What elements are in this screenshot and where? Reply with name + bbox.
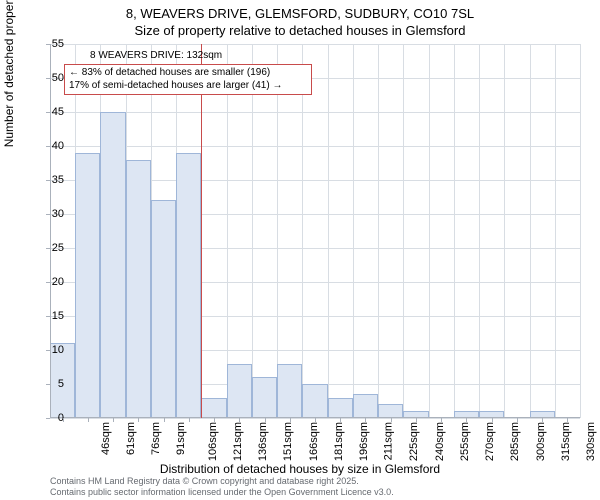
x-tick-label: 240sqm	[434, 422, 446, 461]
x-tick	[315, 418, 316, 422]
gridline-h	[50, 44, 580, 45]
annotation-line1: ← 83% of detached houses are smaller (19…	[69, 67, 307, 80]
gridline-h	[50, 146, 580, 147]
bar	[353, 394, 378, 418]
x-tick	[290, 418, 291, 422]
x-tick-label: 330sqm	[585, 422, 597, 461]
gridline-v	[227, 44, 228, 418]
gridline-v	[403, 44, 404, 418]
gridline-v	[580, 44, 581, 418]
bar	[176, 153, 201, 418]
x-tick	[542, 418, 543, 422]
x-tick	[466, 418, 467, 422]
y-tick	[46, 316, 50, 317]
gridline-v	[555, 44, 556, 418]
x-tick	[214, 418, 215, 422]
x-tick-label: 136sqm	[257, 422, 269, 461]
y-tick	[46, 384, 50, 385]
y-axis-line	[50, 44, 51, 418]
gridline-v	[302, 44, 303, 418]
y-tick	[46, 214, 50, 215]
x-tick-label: 285sqm	[510, 422, 522, 461]
footer-line2: Contains public sector information licen…	[50, 487, 394, 498]
x-tick	[189, 418, 190, 422]
x-tick	[138, 418, 139, 422]
gridline-v	[504, 44, 505, 418]
annotation-box: ← 83% of detached houses are smaller (19…	[64, 64, 312, 95]
x-tick-label: 91sqm	[175, 422, 187, 455]
gridline-v	[353, 44, 354, 418]
gridline-h	[50, 112, 580, 113]
x-tick-label: 76sqm	[150, 422, 162, 455]
x-tick-label: 196sqm	[358, 422, 370, 461]
x-tick	[416, 418, 417, 422]
x-axis-label: Distribution of detached houses by size …	[0, 462, 600, 476]
gridline-v	[277, 44, 278, 418]
gridline-v	[429, 44, 430, 418]
gridline-v	[454, 44, 455, 418]
x-tick	[492, 418, 493, 422]
x-tick-label: 300sqm	[535, 422, 547, 461]
bar	[277, 364, 302, 418]
bar	[227, 364, 252, 418]
y-tick	[46, 146, 50, 147]
x-tick	[164, 418, 165, 422]
y-tick	[46, 44, 50, 45]
x-tick	[391, 418, 392, 422]
chart-footer: Contains HM Land Registry data © Crown c…	[50, 476, 394, 498]
gridline-v	[530, 44, 531, 418]
x-tick	[265, 418, 266, 422]
x-tick-label: 46sqm	[100, 422, 112, 455]
x-tick-label: 121sqm	[232, 422, 244, 461]
x-tick-label: 61sqm	[125, 422, 137, 455]
footer-line1: Contains HM Land Registry data © Crown c…	[50, 476, 394, 487]
x-tick	[365, 418, 366, 422]
bar	[302, 384, 327, 418]
x-tick	[517, 418, 518, 422]
x-tick	[88, 418, 89, 422]
x-tick-label: 315sqm	[560, 422, 572, 461]
y-tick	[46, 418, 50, 419]
annotation-caption: 8 WEAVERS DRIVE: 132sqm	[90, 50, 222, 61]
bar	[328, 398, 353, 418]
bar	[100, 112, 125, 418]
x-tick-label: 166sqm	[308, 422, 320, 461]
reference-line	[201, 44, 202, 418]
bar	[378, 404, 403, 418]
x-tick-label: 106sqm	[207, 422, 219, 461]
x-tick-label: 151sqm	[282, 422, 294, 461]
x-tick-label: 211sqm	[383, 422, 395, 460]
gridline-v	[378, 44, 379, 418]
x-tick	[567, 418, 568, 422]
gridline-v	[328, 44, 329, 418]
chart-title-line1: 8, WEAVERS DRIVE, GLEMSFORD, SUDBURY, CO…	[0, 0, 600, 23]
x-tick	[239, 418, 240, 422]
gridline-v	[479, 44, 480, 418]
x-tick-label: 255sqm	[459, 422, 471, 461]
y-tick	[46, 282, 50, 283]
x-tick	[63, 418, 64, 422]
y-tick	[46, 350, 50, 351]
x-tick	[340, 418, 341, 422]
y-tick	[46, 78, 50, 79]
plot-area	[50, 44, 580, 418]
bar	[201, 398, 226, 418]
annotation-line2: 17% of semi-detached houses are larger (…	[69, 80, 307, 93]
gridline-v	[252, 44, 253, 418]
x-tick-label: 270sqm	[484, 422, 496, 461]
bar	[252, 377, 277, 418]
x-tick	[113, 418, 114, 422]
y-axis-label: Number of detached properties	[2, 0, 16, 147]
y-tick	[46, 112, 50, 113]
y-tick	[46, 180, 50, 181]
x-tick-label: 181sqm	[333, 422, 345, 461]
y-tick	[46, 248, 50, 249]
bar	[75, 153, 100, 418]
bar	[151, 200, 176, 418]
chart-title-line2: Size of property relative to detached ho…	[0, 23, 600, 38]
x-tick-label: 225sqm	[409, 422, 421, 461]
bar	[126, 160, 151, 418]
x-tick	[441, 418, 442, 422]
